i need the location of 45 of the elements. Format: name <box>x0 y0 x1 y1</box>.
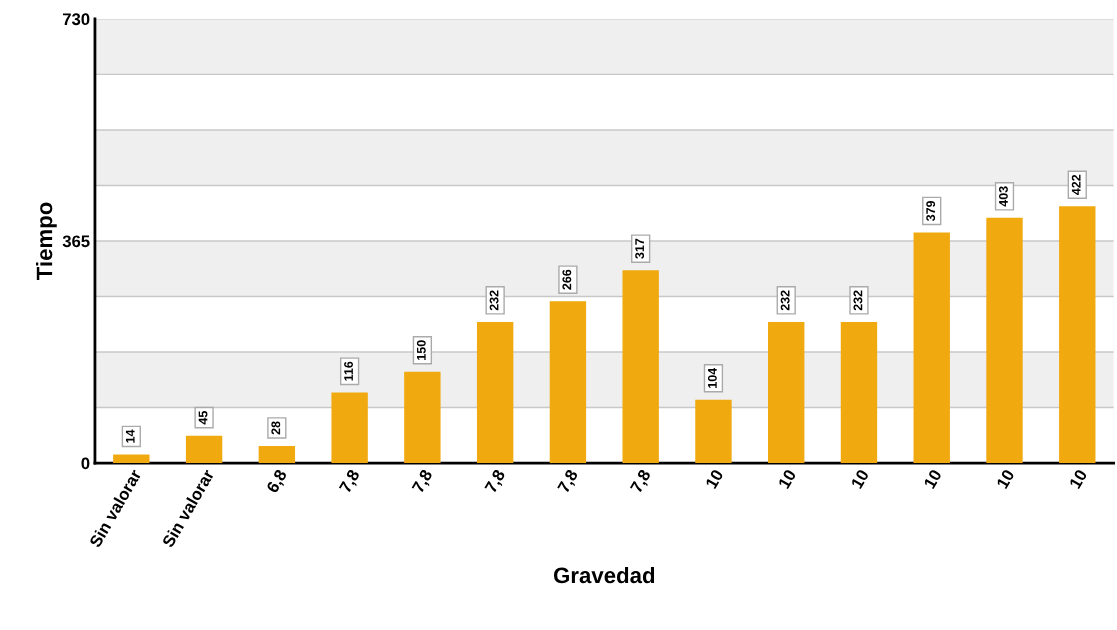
data-label: 232 <box>489 290 499 311</box>
x-tick-label: 7,8 <box>484 468 508 495</box>
data-label: 422 <box>1071 174 1081 195</box>
x-tick-label: 7,8 <box>338 468 363 495</box>
data-label: 28 <box>271 421 281 435</box>
data-label: 266 <box>562 269 572 290</box>
bar <box>1059 206 1096 464</box>
bar <box>913 232 950 464</box>
bar <box>622 270 659 464</box>
x-tick-label: 7,8 <box>557 468 581 495</box>
data-label: 232 <box>780 290 790 311</box>
data-label: 403 <box>999 186 1008 207</box>
x-tick-label: 10 <box>850 468 870 490</box>
bar <box>695 399 732 464</box>
y-tick-label: 0 <box>81 457 90 470</box>
y-tick-label: 730 <box>63 13 90 26</box>
bar <box>840 321 878 464</box>
bar <box>185 435 223 464</box>
data-label: 45 <box>198 411 208 425</box>
bar <box>768 321 805 464</box>
data-label: 232 <box>853 290 863 311</box>
bar <box>986 217 1023 464</box>
x-tick-label: 7,8 <box>411 468 435 495</box>
data-label: 379 <box>926 200 936 222</box>
y-tick-label: 365 <box>62 235 90 248</box>
x-tick-label: 7,8 <box>629 468 654 495</box>
x-axis-title: Gravedad <box>553 566 655 584</box>
bar <box>549 301 587 464</box>
data-label: 317 <box>635 238 645 259</box>
bar <box>258 446 296 464</box>
bar <box>404 371 441 464</box>
bar <box>113 454 150 464</box>
bar <box>476 321 514 464</box>
x-tick-label: 10 <box>777 468 797 490</box>
x-tick-label: 10 <box>923 468 942 490</box>
data-label: 150 <box>416 340 426 360</box>
bar <box>331 392 368 464</box>
x-tick-label: 10 <box>1068 468 1088 490</box>
data-label: 104 <box>707 367 717 388</box>
x-tick-label: 10 <box>996 468 1015 490</box>
x-tick-label: 6,8 <box>265 468 290 495</box>
y-axis-title: Tiempo <box>36 202 57 281</box>
data-label: 116 <box>344 361 353 381</box>
x-tick-label: 10 <box>705 468 724 490</box>
data-label: 14 <box>125 429 135 443</box>
